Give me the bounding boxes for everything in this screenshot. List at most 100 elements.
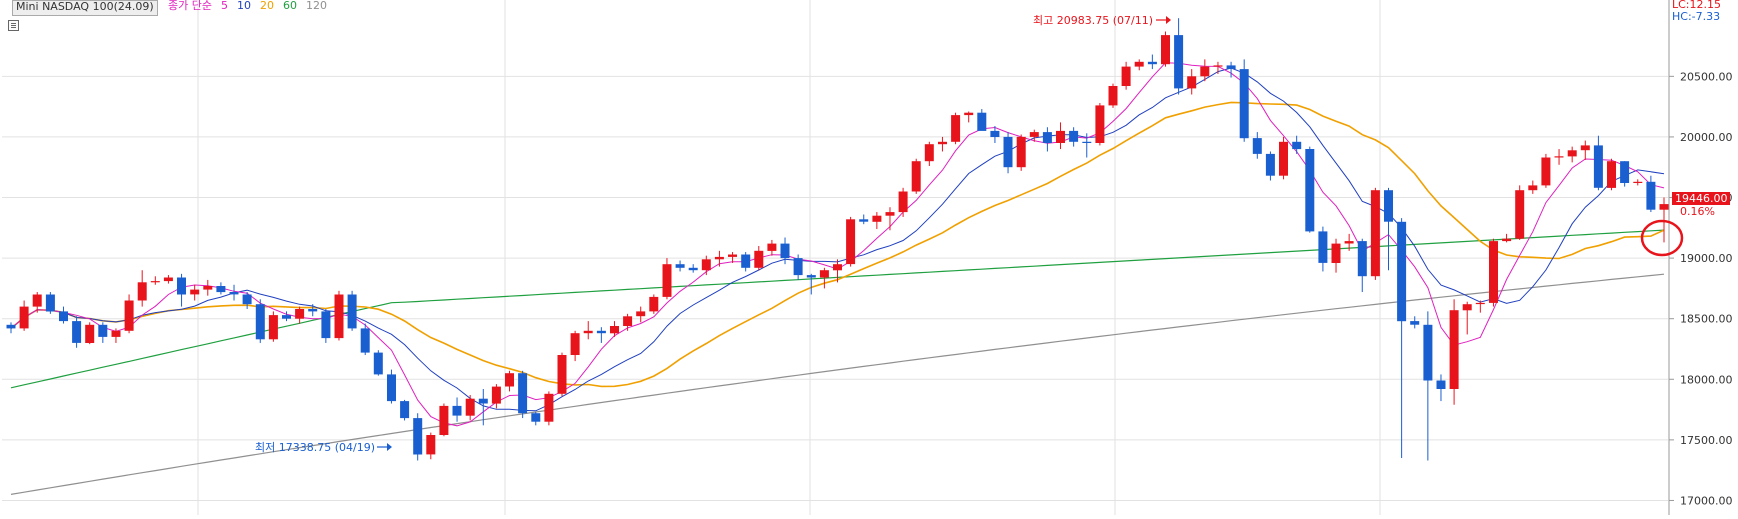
candle: [1357, 238, 1367, 293]
candle: [911, 158, 921, 194]
candle: [701, 255, 711, 276]
candle: [1134, 59, 1144, 71]
candle: [1226, 61, 1236, 78]
highlight-circle: [1640, 219, 1684, 257]
candle: [1567, 146, 1577, 163]
candle: [295, 306, 305, 324]
candle: [413, 413, 423, 461]
candle: [1042, 127, 1052, 152]
candle: [1213, 61, 1223, 74]
high-arrow-icon: [1166, 16, 1171, 24]
candle: [806, 273, 816, 295]
candle: [833, 259, 842, 283]
candle: [924, 141, 934, 167]
candle: [229, 284, 239, 301]
last-price-tag: [1672, 192, 1730, 205]
candle: [1384, 187, 1393, 271]
candle: [570, 330, 580, 362]
y-tick-label: 17500.00: [1680, 434, 1733, 447]
candle: [1344, 233, 1354, 251]
candle: [59, 306, 68, 324]
candle: [491, 384, 501, 409]
hc-label: HC:-7.33: [1672, 10, 1720, 23]
candle: [1423, 311, 1433, 461]
candle: [1279, 136, 1288, 180]
candle: [1541, 153, 1551, 188]
candle: [505, 370, 514, 392]
candle: [387, 369, 396, 404]
ma-legend[interactable]: 종가 단순 5 10 20 60 120: [168, 0, 336, 12]
candle: [255, 299, 265, 343]
candle: [1016, 134, 1026, 171]
candle: [531, 412, 541, 426]
ma-period-20: 20: [259, 0, 274, 12]
candle: [1646, 175, 1656, 213]
candle: [282, 311, 291, 322]
candle: [1108, 83, 1118, 108]
candle: [1200, 59, 1210, 82]
y-tick-label: 19000.00: [1680, 252, 1733, 265]
candle: [216, 282, 226, 295]
candle: [268, 311, 278, 342]
candle: [45, 292, 55, 314]
candle: [754, 245, 764, 271]
candle: [1449, 299, 1459, 405]
candle: [1462, 301, 1472, 335]
candle: [360, 323, 370, 356]
instrument-title[interactable]: Mini NASDAQ 100(24.09): [12, 0, 158, 16]
candle: [951, 112, 961, 145]
candle: [308, 304, 318, 317]
candle: [1436, 374, 1446, 402]
candle: [1502, 233, 1512, 243]
candle: [1292, 135, 1302, 154]
candle: [1580, 140, 1590, 160]
candle: [662, 258, 672, 300]
candle: [373, 350, 383, 376]
candle: [938, 136, 947, 152]
candle: [649, 294, 659, 314]
y-tick-label: 20500.00: [1680, 70, 1733, 83]
low-annotation: 최저 17338.75 (04/19): [255, 441, 375, 454]
ma-period-10: 10: [236, 0, 251, 12]
candle: [1121, 61, 1131, 90]
candle: [623, 313, 633, 331]
ma-period-120: 120: [305, 0, 327, 12]
candle: [137, 270, 147, 307]
candle: [1095, 103, 1105, 146]
candle: [150, 276, 160, 285]
candle: [780, 237, 790, 265]
candle: [964, 111, 974, 123]
low-arrow-icon: [387, 443, 392, 451]
candle: [1633, 179, 1643, 186]
candle: [426, 432, 436, 460]
candle: [1331, 238, 1341, 273]
candle: [1069, 127, 1079, 147]
candle: [1239, 59, 1249, 142]
candle: [1515, 185, 1525, 240]
candle: [1607, 158, 1616, 191]
candle: [163, 275, 173, 284]
candle: [557, 352, 567, 397]
candle: [1528, 180, 1538, 194]
candle: [334, 290, 344, 341]
y-tick-label: 20000.00: [1680, 131, 1733, 144]
candle: [1489, 238, 1498, 307]
candle: [465, 395, 475, 421]
candle: [610, 321, 619, 337]
chart-menu-icon[interactable]: [8, 20, 19, 31]
candle: [6, 322, 16, 334]
candle: [124, 294, 134, 334]
candle: [1252, 132, 1262, 159]
candle: [1397, 218, 1407, 459]
candle: [675, 260, 685, 272]
candle: [1593, 135, 1603, 191]
candle: [1174, 18, 1184, 95]
candle: [1056, 122, 1065, 150]
candle: [1305, 146, 1315, 233]
candle: [1620, 161, 1630, 187]
candle: [439, 403, 449, 437]
candle: [452, 397, 462, 422]
candle: [767, 239, 777, 256]
candle: [242, 292, 252, 309]
last-price-label: 19446.00: [1675, 192, 1728, 205]
